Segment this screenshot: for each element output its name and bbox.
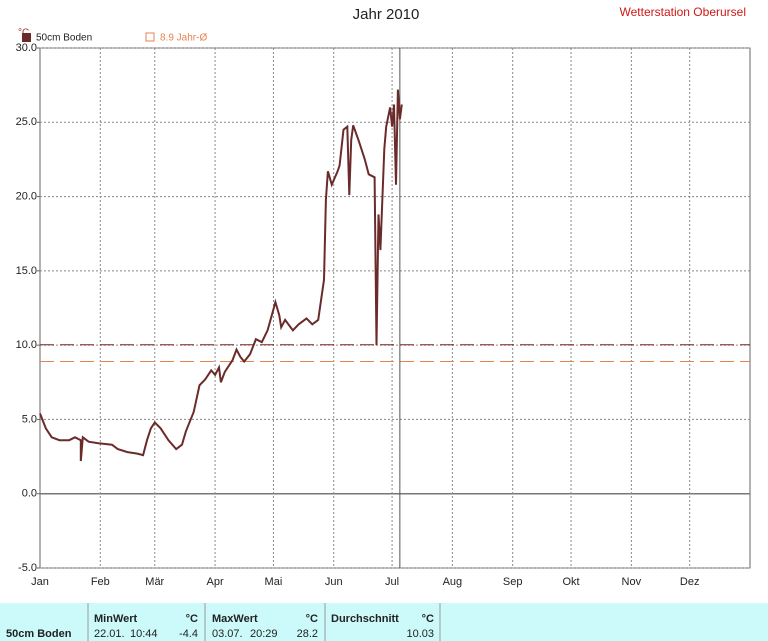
legend-label: 8.9 Jahr-Ø [160,33,207,44]
max-time: 20:29 [250,628,278,640]
legend: 50cm Boden 8.9 Jahr-Ø [22,32,207,44]
x-tick-label: Mär [145,576,164,588]
x-tick-label: Nov [622,576,642,588]
station-name: Wetterstation Oberursel [620,5,747,19]
max-unit: °C [306,613,318,625]
x-tick-label: Jun [325,576,343,588]
max-label: MaxWert [212,613,258,625]
x-tick-label: Apr [207,576,224,588]
stats-name: 50cm Boden [6,628,72,640]
min-date: 22.01. [94,628,125,640]
max-date: 03.07. [212,628,243,640]
chart-title: Jahr 2010 [353,6,420,23]
y-tick-label: 30.0 [16,42,37,54]
avg-label: Durchschnitt [331,613,399,625]
stats-dividers [87,603,441,641]
y-tick-label: 5.0 [22,413,37,425]
legend-swatch [22,33,31,42]
x-tick-label: Aug [443,576,463,588]
legend-swatch [145,32,155,42]
avg-unit: °C [422,613,434,625]
x-tick-label: Sep [503,576,523,588]
y-tick-label: -5.0 [18,562,37,574]
y-tick-label: 0.0 [22,488,37,500]
y-tick-label: 25.0 [16,116,37,128]
avg-value: 10.03 [406,628,434,640]
y-tick-label: 10.0 [16,339,37,351]
x-tick-label: Mai [265,576,283,588]
y-tick-label: 20.0 [16,190,37,202]
x-tick-label: Jan [31,576,49,588]
min-label: MinWert [94,613,138,625]
data-line [39,89,403,462]
min-time: 10:44 [130,628,158,640]
min-value: -4.4 [179,628,198,640]
legend-label: 50cm Boden [36,33,92,44]
x-tick-label: Jul [385,576,399,588]
stats-panel [0,603,768,641]
min-unit: °C [186,613,198,625]
x-tick-label: Dez [680,576,700,588]
y-tick-label: 15.0 [16,265,37,277]
x-tick-label: Feb [91,576,110,588]
max-value: 28.2 [297,628,318,640]
x-tick-label: Okt [562,576,579,588]
